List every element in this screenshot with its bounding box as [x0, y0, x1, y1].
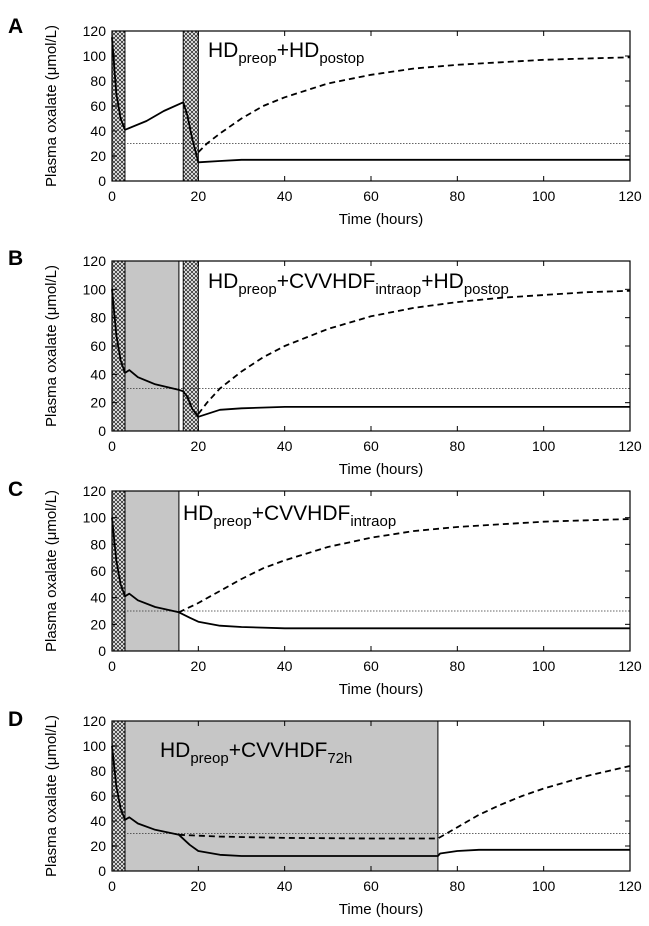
y-tick-label: 40 [90, 123, 106, 139]
y-tick-label: 60 [90, 788, 106, 804]
solid-series-line [111, 37, 630, 164]
y-axis-label: Plasma oxalate (μmol/L) [43, 25, 60, 187]
hd-session-region [182, 30, 199, 182]
dashed-series-line [178, 765, 631, 840]
x-tick-label: 100 [532, 658, 556, 674]
y-tick-label: 80 [90, 536, 106, 552]
x-tick-label: 60 [363, 658, 379, 674]
y-tick-label: 120 [83, 713, 107, 729]
y-tick-label: 20 [90, 838, 106, 854]
x-axis-label: Time (hours) [339, 461, 423, 478]
solid-series-line [111, 289, 630, 418]
x-tick-label: 0 [108, 188, 116, 204]
x-tick-label: 100 [532, 878, 556, 894]
y-tick-label: 80 [90, 310, 106, 326]
x-tick-label: 120 [618, 878, 642, 894]
y-tick-label: 0 [98, 643, 106, 659]
x-axis-label: Time (hours) [339, 901, 423, 918]
x-tick-label: 40 [277, 188, 293, 204]
dashed-series-line [197, 56, 631, 153]
x-tick-label: 80 [450, 878, 466, 894]
y-tick-label: 100 [83, 738, 107, 754]
y-tick-label: 100 [83, 510, 107, 526]
y-tick-label: 0 [98, 173, 106, 189]
y-tick-label: 0 [98, 863, 106, 879]
y-tick-label: 120 [83, 253, 107, 269]
y-tick-label: 60 [90, 338, 106, 354]
panel-letter: A [8, 15, 23, 38]
x-tick-label: 20 [191, 658, 207, 674]
y-tick-label: 120 [83, 483, 107, 499]
panel-a: 0 20 40 60 80 100 120 0 20 40 60 80 100 120 Time (hour… [8, 15, 642, 228]
x-tick-label: 20 [191, 188, 207, 204]
y-axis-label: Plasma oxalate (μmol/L) [43, 715, 60, 877]
y-tick-label: 20 [90, 395, 106, 411]
y-axis-label: Plasma oxalate (μmol/L) [43, 490, 60, 652]
y-tick-label: 40 [90, 366, 106, 382]
treatment-annotation: HDpreop+CVVHDFintraop [183, 502, 396, 530]
y-tick-label: 40 [90, 590, 106, 606]
panel-letter: D [8, 708, 23, 731]
x-tick-label: 120 [618, 188, 642, 204]
x-tick-label: 120 [618, 658, 642, 674]
panel-b: 0 20 40 60 80 100 120 0 20 40 60 80 100 120 Time (hour… [8, 247, 642, 478]
x-tick-label: 80 [450, 438, 466, 454]
y-tick-label: 100 [83, 48, 107, 64]
x-tick-label: 60 [363, 438, 379, 454]
y-tick-label: 0 [98, 423, 106, 439]
x-tick-label: 40 [277, 878, 293, 894]
y-tick-label: 40 [90, 813, 106, 829]
x-tick-label: 100 [532, 438, 556, 454]
dashed-series-line [197, 289, 631, 415]
x-axis-label: Time (hours) [339, 211, 423, 228]
y-tick-label: 20 [90, 616, 106, 632]
x-tick-label: 40 [277, 438, 293, 454]
y-tick-label: 120 [83, 23, 107, 39]
intraop-cvvhdf-region [124, 720, 439, 872]
panel-c: 0 20 40 60 80 100 120 0 20 40 60 80 100 120 Time (hour… [8, 478, 642, 698]
panel-d: 0 20 40 60 80 100 120 0 20 40 60 80 100 120 Time (hour… [8, 708, 642, 918]
x-tick-label: 40 [277, 658, 293, 674]
y-tick-label: 100 [83, 281, 107, 297]
y-tick-label: 80 [90, 73, 106, 89]
intraop-cvvhdf-region [124, 260, 180, 432]
panel-letter: B [8, 247, 23, 270]
treatment-annotation: HDpreop+CVVHDF72h [160, 739, 352, 767]
y-tick-label: 80 [90, 763, 106, 779]
intraop-cvvhdf-region [124, 490, 180, 652]
x-tick-label: 0 [108, 438, 116, 454]
y-tick-label: 20 [90, 148, 106, 164]
x-tick-label: 20 [191, 878, 207, 894]
x-tick-label: 80 [450, 188, 466, 204]
x-tick-label: 120 [618, 438, 642, 454]
treatment-annotation: HDpreop+HDpostop [208, 39, 364, 67]
x-tick-label: 0 [108, 878, 116, 894]
x-tick-label: 0 [108, 658, 116, 674]
x-tick-label: 60 [363, 878, 379, 894]
x-axis-label: Time (hours) [339, 681, 423, 698]
y-tick-label: 60 [90, 98, 106, 114]
x-tick-label: 100 [532, 188, 556, 204]
x-tick-label: 80 [450, 658, 466, 674]
solid-series-line [111, 745, 630, 857]
y-tick-label: 60 [90, 563, 106, 579]
panel-letter: C [8, 478, 23, 501]
y-axis-label: Plasma oxalate (μmol/L) [43, 265, 60, 427]
dashed-series-line [178, 518, 631, 614]
solid-series-line [111, 517, 630, 630]
x-tick-label: 20 [191, 438, 207, 454]
treatment-annotation: HDpreop+CVVHDFintraop+HDpostop [208, 270, 509, 298]
x-tick-label: 60 [363, 188, 379, 204]
